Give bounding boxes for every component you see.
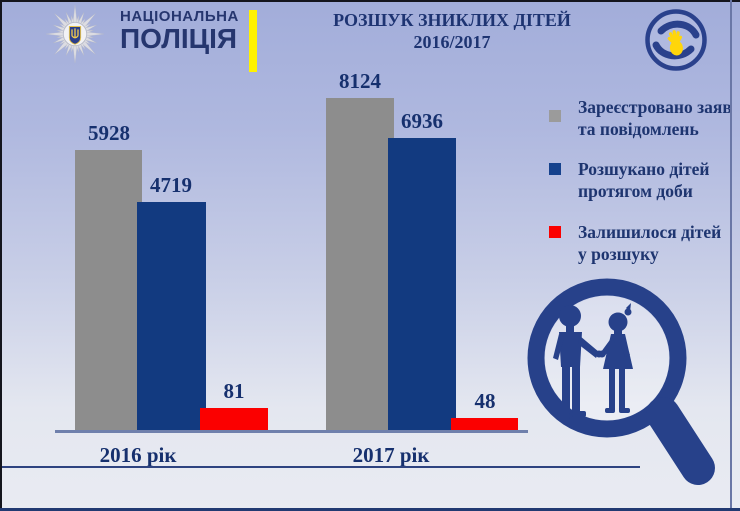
legend-swatch-found (549, 163, 561, 175)
legend-label-registered: Зареєстровано заяв та повідомлень (578, 96, 734, 140)
bar-2016-remaining (200, 408, 268, 432)
frame-left-edge (0, 0, 2, 511)
bar-value-2016-remaining: 81 (223, 379, 245, 403)
legend-swatch-remaining (549, 226, 561, 238)
org-name-line1: НАЦІОНАЛЬНА (120, 8, 239, 25)
bar-value-2017-registered: 8124 (339, 69, 381, 93)
legend-label-found-line1: Розшукано дітей (578, 159, 710, 179)
bar-2016-found (137, 202, 206, 432)
child-protection-hands-icon (645, 9, 707, 71)
police-star-badge-icon (45, 4, 105, 64)
legend-label-found: Розшукано дітей протягом доби (578, 158, 734, 202)
slide-title: РОЗШУК ЗНИКЛИХ ДІТЕЙ 2016/2017 (318, 9, 586, 53)
legend-label-registered-line2: та повідомлень (578, 119, 699, 139)
footer-divider-line (0, 466, 640, 468)
frame-top-edge (0, 0, 740, 2)
legend-swatch-registered (549, 110, 561, 122)
yellow-divider-bar (249, 10, 257, 72)
bar-2017-registered (326, 98, 394, 432)
bar-value-2017-found: 6936 (401, 109, 443, 133)
category-label-2016: 2016 рік (99, 443, 177, 467)
category-label-2017: 2017 рік (352, 443, 430, 467)
slide-title-line2: 2016/2017 (413, 32, 491, 52)
frame-right-edge (730, 0, 732, 511)
legend-label-registered-line1: Зареєстровано заяв (578, 97, 732, 117)
children-silhouettes (553, 303, 633, 419)
frame-bottom-edge (0, 508, 740, 511)
magnifier-children-icon (527, 278, 715, 485)
bar-2017-remaining (451, 418, 518, 432)
org-name-line2: ПОЛІЦІЯ (120, 23, 237, 54)
legend-label-found-line2: протягом доби (578, 181, 693, 201)
legend-label-remaining: Залишилося дітей у розшуку (578, 221, 734, 265)
org-name: НАЦІОНАЛЬНА ПОЛІЦІЯ (120, 9, 239, 53)
x-axis-line (55, 430, 528, 433)
bar-value-2017-remaining: 48 (474, 389, 496, 413)
bar-value-2016-found: 4719 (150, 173, 192, 197)
legend-label-remaining-line2: у розшуку (578, 244, 659, 264)
slide-title-line1: РОЗШУК ЗНИКЛИХ ДІТЕЙ (333, 10, 571, 30)
bar-value-2016-registered: 5928 (88, 121, 130, 145)
bar-2017-found (388, 138, 456, 432)
legend-label-remaining-line1: Залишилося дітей (578, 222, 722, 242)
bar-2016-registered (75, 150, 142, 432)
